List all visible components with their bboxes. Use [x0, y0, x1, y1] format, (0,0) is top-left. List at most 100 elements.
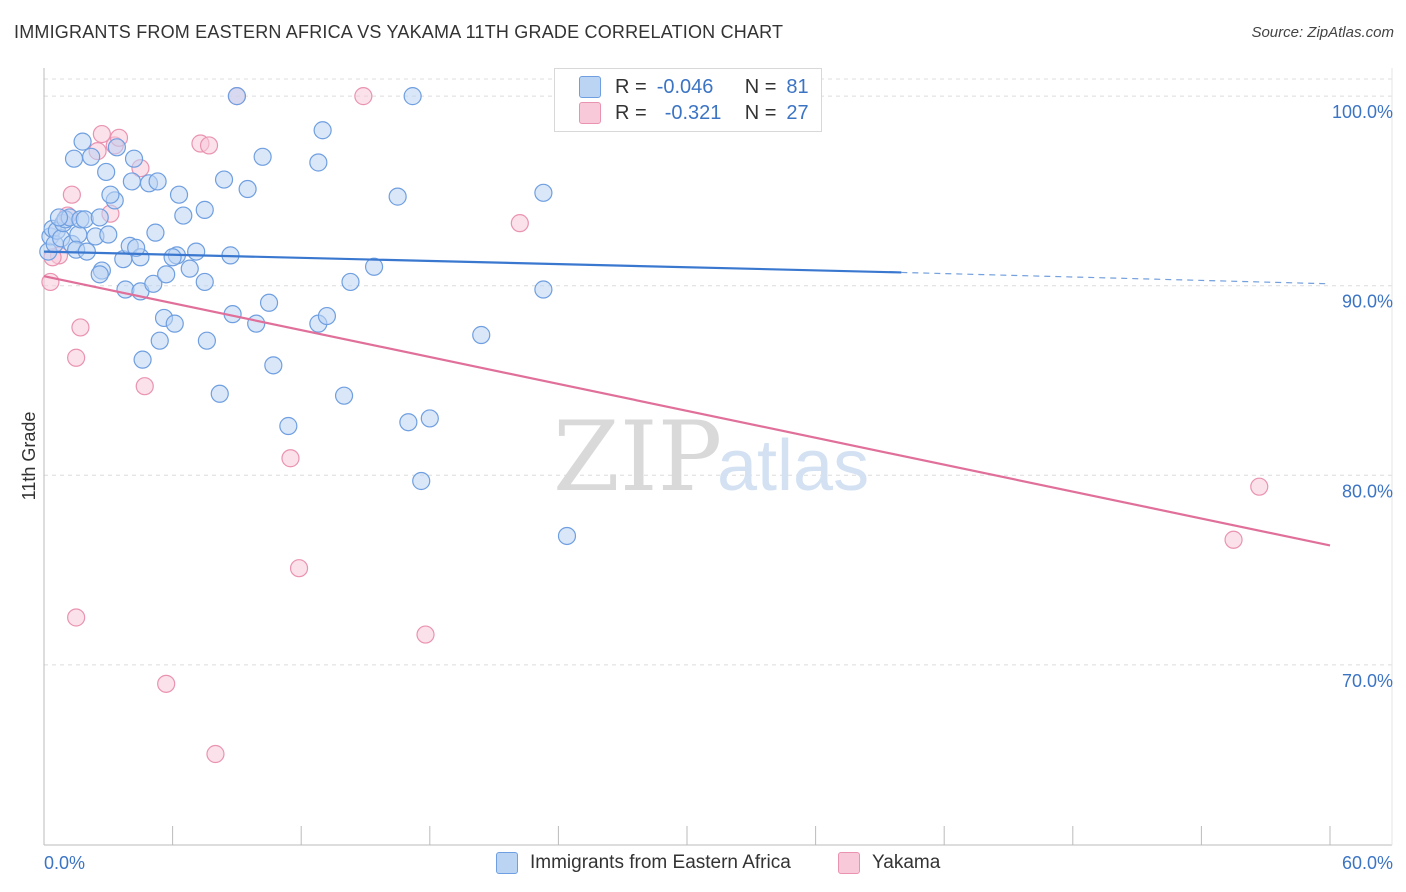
r-value: -0.321 [664, 101, 722, 124]
eastern-africa-point [420, 409, 439, 428]
yakama-point [135, 377, 154, 396]
eastern-africa-point [364, 257, 384, 276]
eastern-africa-point [148, 172, 167, 191]
eastern-africa-point [99, 225, 118, 244]
yakama-point [67, 608, 86, 627]
eastern-africa-point [73, 132, 92, 151]
yakama-point [1224, 530, 1243, 549]
y-axis-label: 11th Grade [19, 412, 39, 501]
x-tick-labels: 0.0% 60.0% [44, 853, 1393, 873]
eastern-africa-point [144, 274, 163, 293]
legend-label: Immigrants from Eastern Africa [530, 852, 791, 873]
eastern-africa-point [163, 248, 182, 267]
eastern-africa-point [259, 293, 279, 312]
grid-lines [44, 78, 1392, 666]
y-tick-label: 80.0% [1342, 481, 1393, 501]
x-tick-label: 60.0% [1342, 853, 1393, 873]
eastern-africa-point [279, 416, 298, 436]
eastern-africa-points [39, 87, 577, 546]
n-label: N = [744, 75, 777, 98]
eastern-africa-point [82, 147, 101, 166]
eastern-africa-point [101, 185, 120, 204]
pink-swatch [579, 102, 601, 124]
eastern-africa-point [169, 185, 189, 204]
eastern-africa-point [150, 331, 169, 350]
chart-source: Source: ZipAtlas.com [1251, 24, 1394, 41]
eastern-africa-point [97, 162, 116, 182]
eastern-africa-point [214, 170, 234, 189]
eastern-africa-point [124, 149, 144, 168]
r-value: -0.046 [656, 75, 714, 98]
axes [43, 68, 1393, 846]
eastern-africa-point [90, 265, 109, 284]
yakama-point [1250, 477, 1269, 496]
blue-swatch [579, 76, 601, 98]
y-tick-label: 100.0% [1332, 102, 1393, 122]
eastern-africa-point [195, 272, 214, 292]
eastern-africa-point [197, 331, 216, 350]
eastern-africa-point [412, 471, 431, 491]
yakama-point [281, 449, 300, 468]
eastern-africa-point [133, 350, 152, 369]
eastern-africa-point [127, 238, 146, 257]
yakama-point [199, 136, 219, 155]
eastern-africa-point [399, 413, 418, 432]
y-tick-label: 90.0% [1342, 292, 1393, 312]
eastern-africa-trend-extension [901, 271, 1331, 285]
eastern-africa-point [165, 314, 184, 333]
eastern-africa-point [227, 87, 246, 106]
eastern-africa-point [187, 242, 206, 261]
yakama-point [62, 185, 81, 204]
eastern-africa-point [64, 149, 84, 168]
n-value: 27 [786, 101, 809, 124]
eastern-africa-point [238, 179, 257, 199]
n-value: 81 [786, 75, 809, 98]
eastern-africa-point [247, 314, 266, 333]
legend-label: Yakama [872, 852, 941, 873]
eastern-africa-point [317, 306, 337, 326]
eastern-africa-point [557, 526, 577, 546]
yakama-point [354, 87, 373, 106]
n-label: N = [744, 101, 777, 124]
watermark-zip: ZIP [553, 401, 722, 513]
yakama-point [416, 625, 435, 644]
eastern-africa-point [403, 87, 422, 106]
yakama-point [510, 214, 529, 233]
legend-item-yakama[interactable]: Yakama [838, 852, 940, 874]
eastern-africa-trend-line [43, 250, 902, 274]
blue-swatch [496, 852, 518, 874]
yakama-trend-line [43, 275, 1331, 547]
eastern-africa-point [174, 206, 193, 225]
eastern-africa-point [49, 208, 69, 227]
eastern-africa-point [472, 325, 491, 345]
eastern-africa-point [195, 200, 214, 219]
eastern-africa-point [107, 138, 126, 157]
eastern-africa-point [534, 183, 553, 202]
pink-swatch [838, 852, 860, 874]
eastern-africa-point [534, 280, 553, 299]
stats-legend: R = -0.046 N = 81 R = -0.321 N = 27 [554, 68, 822, 132]
eastern-africa-point [388, 187, 407, 206]
eastern-africa-point [122, 172, 141, 191]
eastern-africa-point [210, 384, 229, 403]
eastern-africa-point [90, 208, 109, 227]
r-label: R = [615, 75, 647, 98]
legend-item-eastern-africa[interactable]: Immigrants from Eastern Africa [496, 852, 791, 874]
watermark-atlas: atlas [717, 426, 869, 506]
eastern-africa-point [341, 272, 360, 292]
eastern-africa-point [264, 356, 283, 375]
yakama-point [289, 559, 309, 578]
yakama-point [206, 744, 225, 764]
yakama-point [157, 674, 176, 693]
yakama-point [71, 318, 90, 337]
stats-legend-row-eastern-africa: R = -0.046 N = 81 [579, 75, 809, 99]
r-label: R = [615, 101, 647, 124]
eastern-africa-point [309, 153, 328, 172]
stats-legend-row-yakama: R = -0.321 N = 27 [579, 101, 809, 125]
eastern-africa-point [334, 386, 354, 405]
chart-title: IMMIGRANTS FROM EASTERN AFRICA VS YAKAMA… [14, 22, 784, 42]
eastern-africa-point [157, 265, 176, 284]
trend-lines [43, 250, 1331, 547]
eastern-africa-point [146, 223, 165, 242]
